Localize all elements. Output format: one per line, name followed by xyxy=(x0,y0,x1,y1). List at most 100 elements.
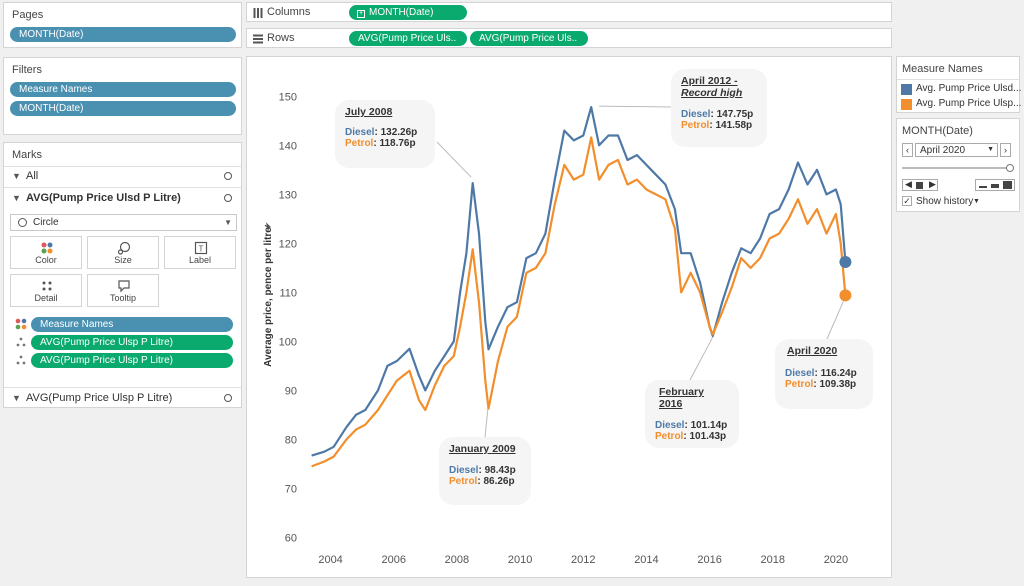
x-tick-label: 2020 xyxy=(824,554,848,566)
page-slider-thumb[interactable] xyxy=(1006,164,1014,172)
petrol-value: 109.38p xyxy=(819,379,857,390)
annotation-title: April 2012 - xyxy=(681,75,738,87)
legend-swatch-petrol xyxy=(901,99,912,110)
page-select[interactable]: April 2020 ▼ xyxy=(915,143,998,157)
petrol-label: Petrol xyxy=(655,431,684,442)
x-tick-label: 2004 xyxy=(318,554,342,566)
y-tick-label: 70 xyxy=(285,483,297,495)
pages-panel: Pages MONTH(Date) xyxy=(3,2,242,48)
size-button[interactable]: Size xyxy=(87,236,159,269)
pin-icon xyxy=(264,222,271,231)
petrol-value: 141.58p xyxy=(715,120,753,131)
size-button-label: Size xyxy=(114,255,132,265)
pages-pill[interactable]: MONTH(Date) xyxy=(10,27,236,42)
filter-pill-month-date[interactable]: MONTH(Date) xyxy=(10,101,236,116)
show-history-dropdown-icon[interactable]: ▼ xyxy=(973,198,980,205)
detail-button[interactable]: Detail xyxy=(10,274,82,307)
columns-pill-month-date[interactable]: + MONTH(Date) xyxy=(349,5,467,20)
speed-fast-icon[interactable] xyxy=(1003,181,1012,189)
diesel-label: Diesel xyxy=(681,109,711,120)
filters-title: Filters xyxy=(12,64,42,76)
marks-all-card[interactable]: All xyxy=(26,170,39,182)
price-line-chart: 60 70 80 90 100 110 120 130 140 150 2004 2006 2008 2… xyxy=(263,91,852,566)
leader-line-april-2020 xyxy=(826,301,844,340)
marks-title: Marks xyxy=(12,149,42,161)
tooltip-icon xyxy=(118,280,130,293)
step-back-icon[interactable]: ◀ xyxy=(905,179,912,189)
detail-field-icon xyxy=(16,337,26,347)
chart-view[interactable]: 60 70 80 90 100 110 120 130 140 150 2004 2006 2008 2… xyxy=(246,56,892,578)
rows-shelf: Rows AVG(Pump Price Uls.. AVG(Pump Price… xyxy=(246,28,892,48)
chevron-down-icon: ▼ xyxy=(224,218,232,227)
label-button[interactable]: T Label xyxy=(164,236,236,269)
x-tick-label: 2014 xyxy=(634,554,658,566)
petrol-label: Petrol xyxy=(449,476,478,487)
legend-item-petrol[interactable]: Avg. Pump Price Ulsp... xyxy=(901,98,1021,111)
diesel-label: Diesel xyxy=(655,420,685,431)
color-button-label: Color xyxy=(35,255,57,265)
annotation-july-2008[interactable]: July 2008 Diesel: 132.26p Petrol: 118.76… xyxy=(335,100,435,168)
petrol-value: 101.43p xyxy=(689,431,727,442)
y-tick-label: 100 xyxy=(279,336,297,348)
stop-icon[interactable] xyxy=(916,182,923,189)
legend-panel: Measure Names Avg. Pump Price Ulsd... Av… xyxy=(896,56,1021,113)
y-tick-label: 120 xyxy=(279,238,297,250)
leader-line-february-2016 xyxy=(689,336,714,381)
next-page-button[interactable]: › xyxy=(1000,143,1011,157)
size-icon xyxy=(117,241,131,255)
page-slider-track[interactable] xyxy=(902,167,1010,169)
legend-swatch-diesel xyxy=(901,84,912,95)
rows-icon xyxy=(253,34,263,44)
playback-controls[interactable]: ◀ ▶ xyxy=(902,179,938,191)
x-tick-label: 2016 xyxy=(697,554,721,566)
x-tick-label: 2006 xyxy=(382,554,406,566)
annotation-title: July 2008 xyxy=(345,106,393,118)
mark-type-dropdown[interactable]: Circle ▼ xyxy=(10,214,237,231)
rows-pill-diesel[interactable]: AVG(Pump Price Uls.. xyxy=(349,31,467,46)
annotation-april-2020[interactable]: April 2020 Diesel: 116.24p Petrol: 109.3… xyxy=(775,339,873,409)
legend-title: Measure Names xyxy=(902,63,983,75)
marks-field-avg-2[interactable]: AVG(Pump Price Ulsp P Litre) xyxy=(31,353,233,368)
filters-panel: Filters Measure Names MONTH(Date) xyxy=(3,57,242,135)
chevron-down-icon[interactable]: ▼ xyxy=(12,171,21,181)
rows-label: Rows xyxy=(267,32,295,44)
page-control-panel: MONTH(Date) ‹ April 2020 ▼ › ◀ ▶ ✓ Show … xyxy=(896,118,1020,212)
show-history-checkbox[interactable]: ✓ xyxy=(902,196,912,206)
diesel-label: Diesel xyxy=(449,465,479,476)
marks-field-avg-1[interactable]: AVG(Pump Price Ulsp P Litre) xyxy=(31,335,233,350)
petrol-label: Petrol xyxy=(785,379,814,390)
play-icon[interactable]: ▶ xyxy=(929,179,936,189)
detail-icon xyxy=(42,281,52,291)
prev-page-button[interactable]: ‹ xyxy=(902,143,913,157)
legend-item-diesel[interactable]: Avg. Pump Price Ulsd... xyxy=(901,83,1021,96)
filter-pill-measure-names[interactable]: Measure Names xyxy=(10,82,236,97)
chevron-down-icon[interactable]: ▼ xyxy=(12,393,21,403)
annotation-subtitle: Record high xyxy=(681,87,743,99)
chevron-down-icon[interactable]: ▼ xyxy=(12,193,21,203)
x-tick-label: 2012 xyxy=(571,554,595,566)
color-button[interactable]: Color xyxy=(10,236,82,269)
show-history-label: Show history xyxy=(916,196,974,207)
tooltip-button[interactable]: Tooltip xyxy=(87,274,159,307)
diesel-current-point xyxy=(839,256,852,268)
y-tick-label: 90 xyxy=(285,385,297,397)
speed-medium-icon[interactable] xyxy=(991,184,999,188)
circle-icon xyxy=(18,218,27,227)
rows-pill-petrol[interactable]: AVG(Pump Price Uls.. xyxy=(470,31,588,46)
marks-field-measure-names[interactable]: Measure Names xyxy=(31,317,233,332)
annotation-april-2012[interactable]: April 2012 - Record high Diesel: 147.75p… xyxy=(671,69,767,147)
y-tick-label: 130 xyxy=(279,189,297,201)
color-field-icon xyxy=(15,318,27,330)
annotation-title: February 2016 xyxy=(659,386,704,410)
marks-panel: Marks ▼ All ▼ AVG(Pump Price Ulsd P Litr… xyxy=(3,142,242,408)
marks-section-diesel[interactable]: AVG(Pump Price Ulsd P Litre) xyxy=(26,192,181,204)
annotation-january-2009[interactable]: January 2009 Diesel: 98.43p Petrol: 86.2… xyxy=(439,437,531,505)
x-tick-label: 2008 xyxy=(445,554,469,566)
speed-slow-icon[interactable] xyxy=(979,186,987,188)
detail-button-label: Detail xyxy=(34,293,58,303)
marks-section-petrol[interactable]: AVG(Pump Price Ulsp P Litre) xyxy=(26,392,173,404)
annotation-february-2016[interactable]: February 2016 Diesel: 101.14p Petrol: 10… xyxy=(645,380,739,448)
columns-icon xyxy=(253,8,263,18)
speed-controls[interactable] xyxy=(975,179,1015,191)
svg-text:T: T xyxy=(199,245,204,254)
